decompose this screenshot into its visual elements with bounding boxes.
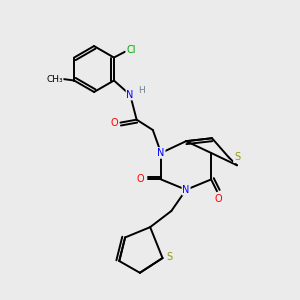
- Text: O: O: [110, 118, 118, 128]
- Text: N: N: [127, 90, 134, 100]
- Text: N: N: [158, 148, 165, 158]
- Text: Cl: Cl: [126, 45, 136, 55]
- Text: N: N: [182, 185, 190, 195]
- Text: S: S: [234, 152, 240, 162]
- Text: S: S: [166, 252, 172, 262]
- Text: CH₃: CH₃: [46, 74, 63, 83]
- Text: O: O: [215, 194, 222, 204]
- Text: H: H: [138, 86, 145, 95]
- Text: O: O: [136, 174, 144, 184]
